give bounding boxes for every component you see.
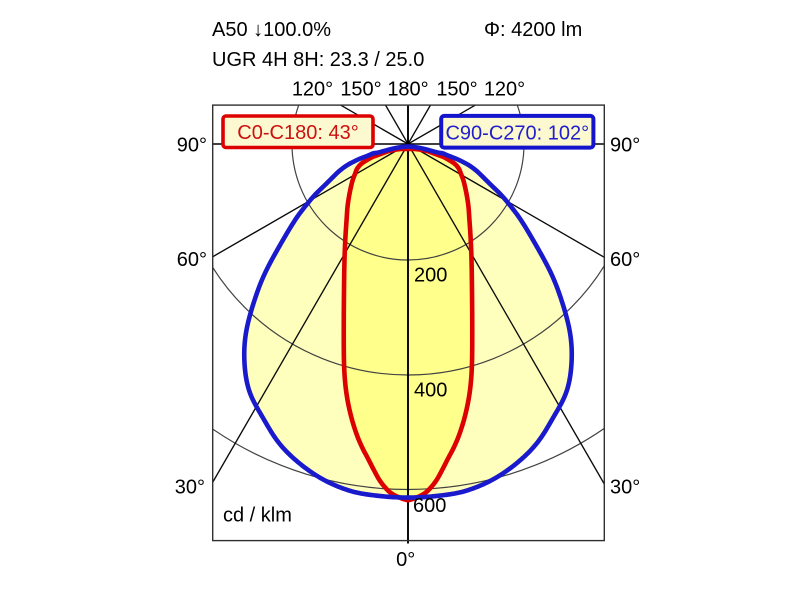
svg-text:90°: 90° — [177, 135, 207, 157]
svg-text:60°: 60° — [177, 249, 207, 271]
svg-text:cd / klm: cd / klm — [223, 505, 292, 527]
svg-text:30°: 30° — [175, 477, 205, 499]
svg-text:90°: 90° — [610, 135, 640, 157]
svg-text:180°: 180° — [387, 79, 428, 101]
svg-text:A50 ↓100.0%: A50 ↓100.0% — [212, 19, 331, 41]
svg-text:30°: 30° — [610, 477, 640, 499]
svg-text:120°: 120° — [484, 79, 525, 101]
svg-text:C90-C270: 102°: C90-C270: 102° — [445, 122, 589, 144]
svg-text:120°: 120° — [292, 79, 333, 101]
svg-text:0°: 0° — [396, 549, 415, 571]
svg-text:400: 400 — [414, 380, 447, 402]
svg-text:C0-C180: 43°: C0-C180: 43° — [237, 122, 358, 144]
svg-text:150°: 150° — [340, 79, 381, 101]
svg-text:600: 600 — [413, 495, 446, 517]
svg-text:60°: 60° — [610, 249, 640, 271]
svg-text:UGR 4H 8H: 23.3 / 25.0: UGR 4H 8H: 23.3 / 25.0 — [212, 49, 424, 71]
svg-text:200: 200 — [414, 265, 447, 287]
svg-text:Φ: 4200 lm: Φ: 4200 lm — [484, 19, 582, 41]
svg-text:150°: 150° — [436, 79, 477, 101]
